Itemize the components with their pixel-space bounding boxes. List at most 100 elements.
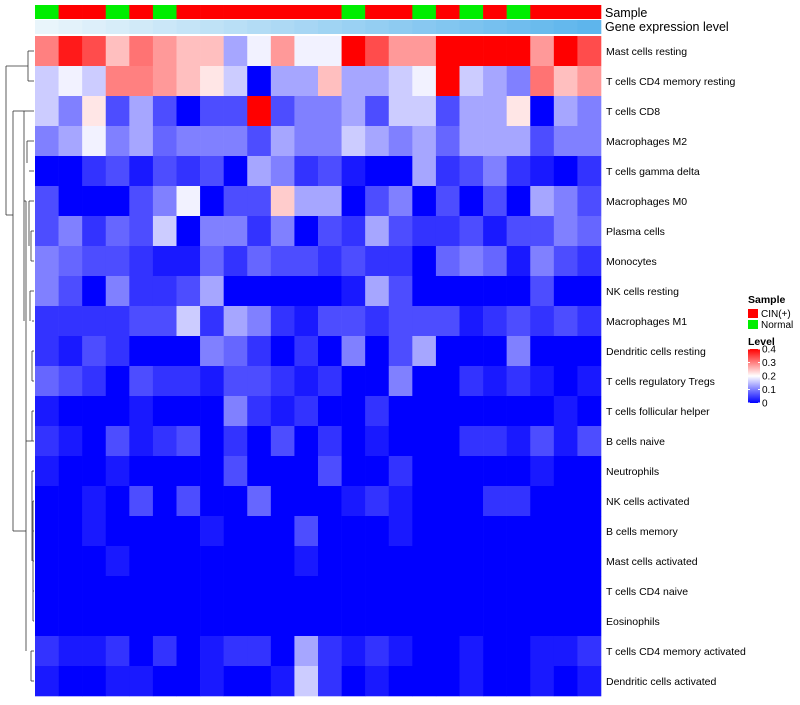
heatmap-cell (200, 276, 224, 307)
heatmap-cell (129, 366, 154, 397)
heatmap-cell (530, 666, 555, 697)
heatmap-cell (223, 36, 248, 67)
heatmap-cell (483, 96, 507, 127)
heatmap-cell (176, 456, 201, 487)
heatmap-cell (270, 186, 295, 217)
expression-annotation-cell (176, 20, 201, 34)
heatmap-cell (82, 636, 107, 667)
expression-annotation-cell (483, 20, 507, 34)
heatmap-cell (459, 396, 484, 427)
heatmap-cell (105, 576, 130, 607)
heatmap-cell (412, 96, 437, 127)
heatmap-cell (506, 516, 531, 547)
heatmap-cell (105, 366, 130, 397)
heatmap-cell (553, 246, 578, 277)
heatmap-cell (412, 156, 437, 187)
heatmap-cell (176, 606, 201, 637)
heatmap-cell (483, 366, 507, 397)
row-label: B cells naive (606, 436, 665, 448)
heatmap-cell (270, 366, 295, 397)
heatmap-cell (483, 396, 507, 427)
heatmap-cell (435, 366, 460, 397)
expression-annotation-cell (294, 20, 319, 34)
heatmap-cell (530, 396, 555, 427)
heatmap-cell (577, 186, 602, 217)
row-label: T cells CD4 memory activated (606, 646, 746, 658)
heatmap-cell (577, 216, 602, 247)
heatmap-cell (459, 636, 484, 667)
heatmap-cell (247, 306, 272, 337)
heatmap-cell (223, 636, 248, 667)
sample-annotation-cell (577, 5, 602, 19)
heatmap-cell (506, 96, 531, 127)
heatmap-cell (223, 606, 248, 637)
heatmap-cell (129, 96, 154, 127)
heatmap-cell (388, 456, 413, 487)
sample-annotation-cell (200, 5, 224, 19)
heatmap-cell (82, 306, 107, 337)
heatmap-cell (35, 336, 59, 367)
sample-annotation-cell (129, 5, 154, 19)
heatmap-cell (270, 456, 295, 487)
heatmap-cell (35, 126, 59, 157)
heatmap-cell (506, 666, 531, 697)
heatmap-cell (483, 486, 507, 517)
heatmap-cell (530, 216, 555, 247)
heatmap-cell (247, 276, 272, 307)
heatmap-cell (435, 456, 460, 487)
heatmap-cell (365, 216, 390, 247)
heatmap-cell (200, 486, 224, 517)
heatmap-cell (152, 156, 177, 187)
legend-level-title: Level (748, 336, 775, 348)
heatmap-cell (530, 126, 555, 157)
heatmap-cell (294, 486, 319, 517)
heatmap-cell (341, 426, 366, 457)
heatmap-cell (247, 66, 272, 97)
row-label: NK cells resting (606, 286, 679, 298)
heatmap-cell (318, 36, 342, 67)
heatmap-cell (483, 456, 507, 487)
heatmap-cell (365, 36, 390, 67)
heatmap-cell (247, 126, 272, 157)
heatmap-cell (223, 66, 248, 97)
heatmap-cell (105, 276, 130, 307)
heatmap-cell (58, 246, 83, 277)
heatmap-cell (577, 426, 602, 457)
heatmap-cell (341, 546, 366, 577)
heatmap-cell (412, 486, 437, 517)
heatmap-cell (247, 516, 272, 547)
heatmap-cell (176, 216, 201, 247)
heatmap-cell (35, 456, 59, 487)
heatmap-cell (365, 516, 390, 547)
expression-annotation-cell (553, 20, 578, 34)
heatmap-cell (483, 516, 507, 547)
heatmap-cell (577, 486, 602, 517)
heatmap-cell (530, 336, 555, 367)
row-label: T cells regulatory Tregs (606, 376, 715, 388)
heatmap-cell (435, 516, 460, 547)
heatmap-cell (82, 66, 107, 97)
heatmap-cell (412, 186, 437, 217)
heatmap-cell (223, 486, 248, 517)
heatmap-cell (318, 276, 342, 307)
row-label: Dendritic cells resting (606, 346, 706, 358)
heatmap-cell (270, 546, 295, 577)
heatmap-cell (483, 336, 507, 367)
row-label: T cells follicular helper (606, 406, 710, 418)
heatmap-cell (58, 486, 83, 517)
heatmap-cell (365, 546, 390, 577)
heatmap-cell (365, 366, 390, 397)
heatmap-cell (341, 216, 366, 247)
heatmap-cell (223, 546, 248, 577)
heatmap-cell (388, 156, 413, 187)
heatmap-cell (577, 306, 602, 337)
heatmap-cell (129, 126, 154, 157)
heatmap-cell (318, 216, 342, 247)
heatmap-cell (58, 96, 83, 127)
heatmap-cell (294, 336, 319, 367)
heatmap-cell (105, 186, 130, 217)
heatmap-cell (152, 36, 177, 67)
heatmap-cell (553, 576, 578, 607)
heatmap-cell (129, 576, 154, 607)
sample-annotation-cell (388, 5, 413, 19)
